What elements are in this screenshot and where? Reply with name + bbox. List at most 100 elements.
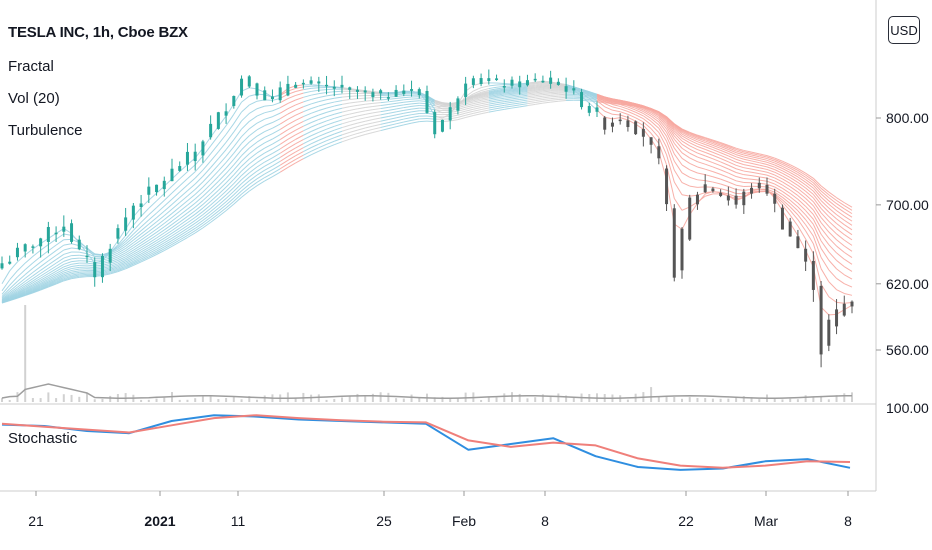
ribbon-segment xyxy=(233,128,242,140)
ribbon-segment xyxy=(836,197,845,204)
ribbon-segment xyxy=(527,101,536,105)
ribbon-segment xyxy=(805,176,814,184)
ribbon-segment xyxy=(32,269,41,277)
indicator-fractal[interactable]: Fractal xyxy=(8,58,54,75)
ribbon-segment xyxy=(326,97,335,101)
ribbon-segment xyxy=(712,144,721,149)
ribbon-segment xyxy=(720,147,729,152)
ribbon-segment xyxy=(202,173,212,183)
ribbon-segment xyxy=(287,147,296,153)
ribbon-segment xyxy=(272,171,281,178)
ribbon-segment xyxy=(48,259,57,266)
candle-body xyxy=(394,89,398,97)
candle-body xyxy=(325,84,329,87)
ribbon-segment xyxy=(473,98,482,102)
currency-button[interactable]: USD xyxy=(888,16,920,44)
ribbon-segment xyxy=(163,227,173,234)
ribbon-segment xyxy=(743,167,752,170)
ribbon-segment xyxy=(24,286,34,292)
ribbon-segment xyxy=(17,289,26,295)
ribbon-segment xyxy=(797,191,806,199)
ribbon-segment xyxy=(465,101,474,105)
ribbon-segment xyxy=(140,256,150,261)
ribbon-segment xyxy=(156,199,165,208)
ribbon-segment xyxy=(24,285,34,291)
ribbon-segment xyxy=(32,256,41,264)
ribbon-segment xyxy=(48,281,57,286)
ribbon-segment xyxy=(705,146,714,151)
ribbon-segment xyxy=(63,258,72,262)
ribbon-segment xyxy=(365,115,374,119)
ribbon-segment xyxy=(225,169,235,179)
indicator-volume[interactable]: Vol (20) xyxy=(8,90,60,107)
ribbon-segment xyxy=(743,151,752,154)
ribbon-segment xyxy=(365,102,373,105)
ribbon-segment xyxy=(666,117,675,128)
ribbon-segment xyxy=(156,226,165,233)
ribbon-segment xyxy=(774,174,783,180)
ribbon-segment xyxy=(820,185,830,193)
ribbon-segment xyxy=(225,114,235,126)
volume-bar xyxy=(201,395,204,402)
ribbon-segment xyxy=(488,95,497,99)
ribbon-segment xyxy=(156,240,165,246)
ribbon-segment xyxy=(550,94,559,96)
candle-body xyxy=(39,238,43,247)
volume-bar xyxy=(812,397,815,402)
ribbon-segment xyxy=(650,128,660,138)
ribbon-segment xyxy=(504,87,513,90)
ribbon-segment xyxy=(40,270,49,277)
ribbon-segment xyxy=(820,187,830,196)
ribbon-segment xyxy=(256,105,265,110)
ribbon-segment xyxy=(820,204,830,213)
ribbon-segment xyxy=(612,99,621,102)
volume-bar xyxy=(86,393,88,402)
ribbon-segment xyxy=(620,114,629,118)
stochastic-label[interactable]: Stochastic xyxy=(8,430,78,447)
indicator-turbulence[interactable]: Turbulence xyxy=(8,122,83,139)
ribbon-segment xyxy=(519,92,528,94)
ribbon-segment xyxy=(318,120,327,125)
ribbon-segment xyxy=(388,111,397,114)
ribbon-segment xyxy=(395,115,404,119)
ribbon-segment xyxy=(442,102,451,105)
stochastic-lines xyxy=(1,414,851,471)
ribbon-segment xyxy=(187,198,196,206)
ribbon-segment xyxy=(148,242,157,248)
ribbon-segment xyxy=(264,133,273,138)
ribbon-segment xyxy=(202,201,211,209)
ribbon-segment xyxy=(496,94,505,97)
ribbon-segment xyxy=(17,292,26,297)
ribbon-segment xyxy=(789,164,799,170)
ribbon-segment xyxy=(465,103,474,106)
ribbon-segment xyxy=(550,92,559,95)
ribbon-segment xyxy=(650,109,659,113)
volume-bar xyxy=(101,398,104,402)
volume-bar xyxy=(62,394,65,402)
ribbon-segment xyxy=(511,97,520,100)
ribbon-segment xyxy=(140,237,150,244)
ribbon-segment xyxy=(248,115,258,122)
ribbon-segment xyxy=(681,157,691,164)
ribbon-segment xyxy=(457,110,466,114)
ribbon-segment xyxy=(527,100,536,103)
ribbon-segment xyxy=(380,112,389,116)
volume-bar xyxy=(70,394,73,402)
ribbon-segment xyxy=(133,258,142,264)
candle-body xyxy=(780,207,784,230)
ribbon-segment xyxy=(627,103,636,107)
ribbon-segment xyxy=(1,290,11,299)
ribbon-segment xyxy=(334,93,343,96)
ribbon-segment xyxy=(828,251,837,261)
ribbon-segment xyxy=(728,158,737,163)
candle-body xyxy=(124,217,128,231)
ribbon-segment xyxy=(465,98,474,102)
ribbon-segment xyxy=(488,88,497,91)
ribbon-segment xyxy=(650,133,660,144)
ribbon-segment xyxy=(40,273,49,279)
ribbon-segment xyxy=(558,100,567,102)
ribbon-segment xyxy=(156,229,165,236)
ribbon-segment xyxy=(774,183,783,189)
